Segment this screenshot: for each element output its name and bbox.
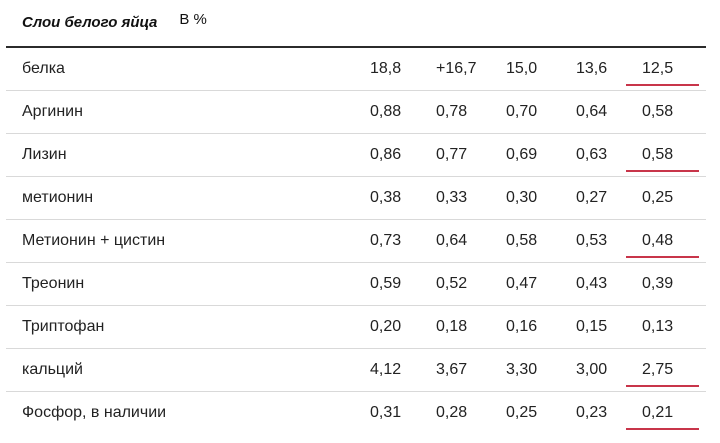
nutrient-table: Слои белого яйца В % белка 18,8 +16,7 15,0 13… (6, 0, 707, 434)
value-cell: 0,38 (358, 176, 424, 220)
value-cell: 0,53 (564, 219, 630, 263)
value-cell: 0,43 (564, 262, 630, 306)
row-label: Лизин (6, 133, 358, 177)
value-cell: 0,16 (494, 305, 564, 349)
value-cell: 13,6 (564, 47, 630, 91)
value-cell: 0,25 (630, 176, 707, 220)
highlighted-value: 2,75 (626, 360, 700, 387)
value-cell: 0,64 (424, 219, 494, 263)
value-text: 2,75 (642, 360, 674, 378)
highlighted-value: 0,58 (626, 145, 700, 172)
row-label: Триптофан (6, 305, 358, 349)
table-row: кальций 4,12 3,67 3,30 3,00 2,75 (6, 348, 707, 392)
table-row: Треонин 0,59 0,52 0,47 0,43 0,39 (6, 262, 707, 306)
table-header-row: Слои белого яйца В % (6, 0, 707, 48)
highlight-underline (626, 384, 700, 387)
value-text: 0,21 (642, 403, 674, 421)
value-cell: 3,67 (424, 348, 494, 392)
unit-label: В % (179, 11, 207, 28)
value-cell: 0,18 (424, 305, 494, 349)
value-cell: 0,69 (494, 133, 564, 177)
value-cell: 0,33 (424, 176, 494, 220)
value-text: 12,5 (642, 59, 674, 77)
value-cell: 18,8 (358, 47, 424, 91)
table-body: белка 18,8 +16,7 15,0 13,6 12,5 Аргинин 0,88 0,7… (6, 47, 707, 434)
value-cell: 0,31 (370, 403, 402, 421)
value-cell: 4,12 (358, 348, 424, 392)
row-label: Метионин + цистин (6, 219, 358, 263)
highlight-underline (626, 427, 700, 430)
value-cell: 0,25 (506, 403, 538, 421)
highlighted-value: 0,21 (626, 403, 700, 430)
value-cell: 0,28 (436, 403, 468, 421)
highlight-underline (626, 83, 700, 86)
value-cell: 2,75 (626, 348, 707, 392)
value-cell: 3,00 (564, 348, 630, 392)
value-cell: 0,58 (494, 219, 564, 263)
value-cell: 3,30 (494, 348, 564, 392)
value-cell: 0,47 (494, 262, 564, 306)
row-label: Фосфор, в наличии (22, 403, 167, 421)
highlight-underline (626, 169, 700, 172)
table-row: Лизин 0,86 0,77 0,69 0,63 0,58 (6, 133, 707, 177)
table-row: Триптофан 0,20 0,18 0,16 0,15 0,13 (6, 305, 707, 349)
value-cell: 0,23 (576, 403, 608, 421)
row-label: Аргинин (6, 90, 358, 134)
value-cell: 0,59 (358, 262, 424, 306)
value-cell: 0,78 (424, 90, 494, 134)
table-title: Слои белого яйца (22, 14, 158, 31)
value-cell: 0,58 (630, 90, 707, 134)
value-cell: 15,0 (494, 47, 564, 91)
row-label: метионин (6, 176, 358, 220)
row-label: белка (6, 47, 358, 91)
value-cell: 0,30 (494, 176, 564, 220)
value-text: 0,58 (642, 145, 674, 163)
value-cell: 0,39 (630, 262, 707, 306)
value-cell: 0,27 (564, 176, 630, 220)
value-cell: 0,86 (358, 133, 424, 177)
table-row: Метионин + цистин 0,73 0,64 0,58 0,53 0,48 (6, 219, 707, 263)
table-row: белка 18,8 +16,7 15,0 13,6 12,5 (6, 47, 707, 91)
table-row: метионин 0,38 0,33 0,30 0,27 0,25 (6, 176, 707, 220)
highlighted-value: 0,48 (626, 231, 700, 258)
highlight-underline (626, 255, 700, 258)
row-label: кальций (6, 348, 358, 392)
value-cell: 0,88 (358, 90, 424, 134)
value-cell: 0,63 (564, 133, 630, 177)
table-row: Фосфор, в наличии 0,31 0,28 0,25 0,23 0,21 (6, 391, 706, 434)
value-cell: 0,70 (494, 90, 564, 134)
value-cell: 0,20 (358, 305, 424, 349)
table-row: Аргинин 0,88 0,78 0,70 0,64 0,58 (6, 90, 707, 134)
value-cell: +16,7 (424, 47, 494, 91)
highlighted-value: 12,5 (626, 59, 700, 86)
value-cell: 0,13 (630, 305, 707, 349)
value-text: 0,48 (642, 231, 674, 249)
value-cell: 0,77 (424, 133, 494, 177)
value-cell: 0,64 (564, 90, 630, 134)
value-cell: 0,21 (626, 391, 706, 434)
value-cell: 0,58 (626, 133, 707, 177)
row-label: Треонин (6, 262, 358, 306)
value-cell: 0,52 (424, 262, 494, 306)
value-cell: 0,48 (626, 219, 707, 263)
table-header: Слои белого яйца В % (6, 0, 707, 48)
value-cell: 0,15 (564, 305, 630, 349)
value-cell: 12,5 (626, 47, 707, 91)
value-cell: 0,73 (358, 219, 424, 263)
